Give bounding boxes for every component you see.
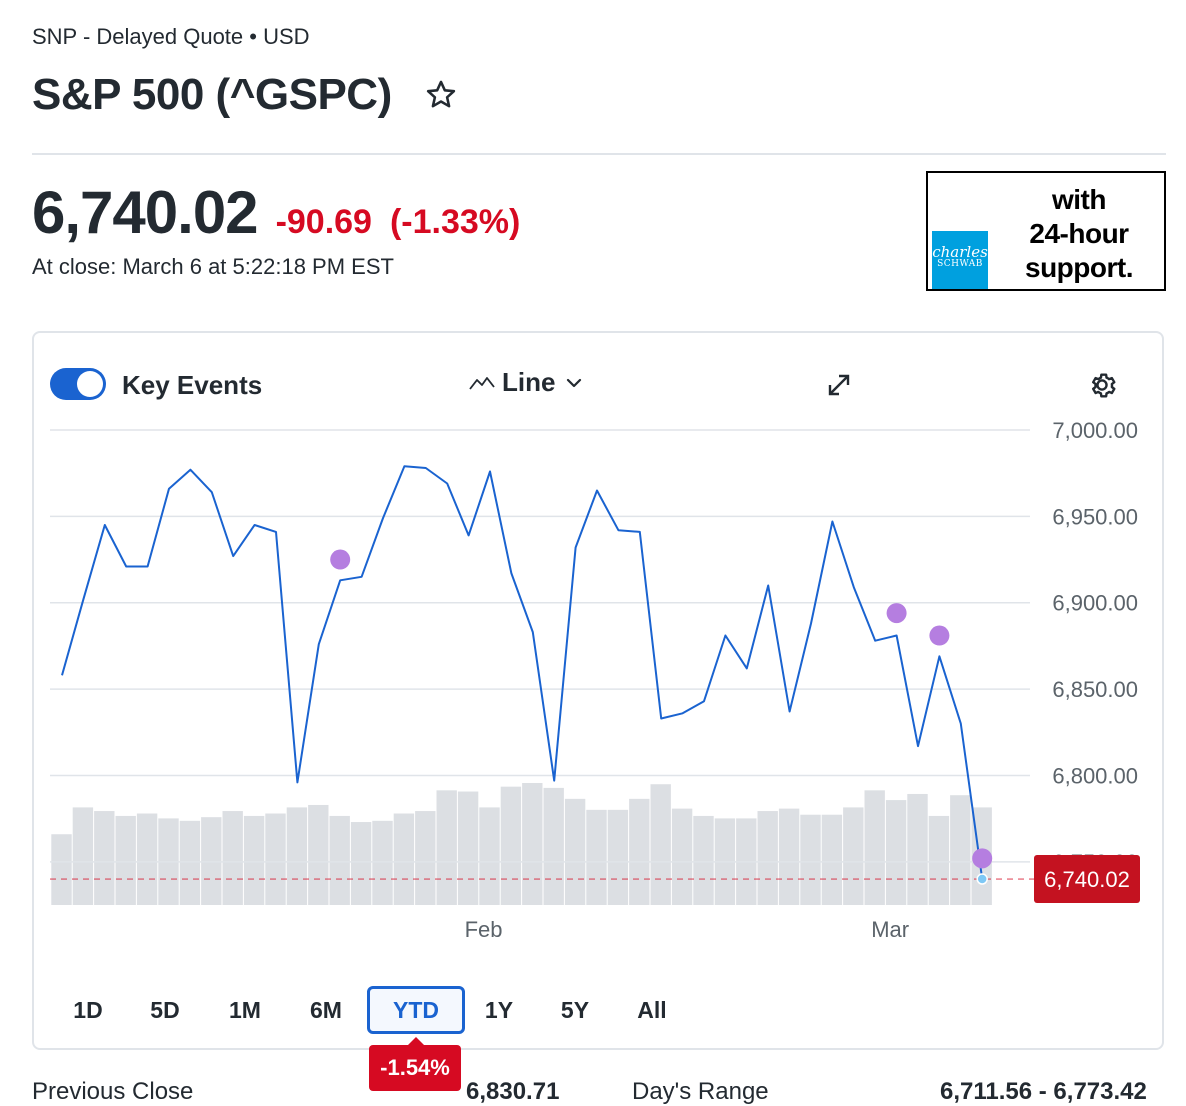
chart-card xyxy=(32,331,1164,1050)
key-event-marker xyxy=(929,625,950,646)
volume-bar xyxy=(671,808,693,905)
price-change: -90.69 xyxy=(275,203,372,241)
volume-bar xyxy=(864,790,885,905)
range-button-1m[interactable]: 1M xyxy=(229,996,261,1023)
y-tick-label: 6,850.00 xyxy=(1052,677,1138,702)
volume-bar xyxy=(415,811,436,905)
volume-bar xyxy=(500,786,522,905)
y-tick-label: 6,900.00 xyxy=(1052,591,1138,616)
previous-close-label: Previous Close xyxy=(32,1078,194,1105)
volume-bars xyxy=(51,783,992,905)
range-button-ytd[interactable]: YTD xyxy=(367,986,465,1034)
gear-icon[interactable] xyxy=(1086,369,1118,401)
chart-type-label: Line xyxy=(502,367,556,397)
volume-bar xyxy=(843,807,864,905)
volume-bar xyxy=(543,787,564,905)
volume-bar xyxy=(265,813,286,905)
range-button-5d[interactable]: 5D xyxy=(150,996,180,1023)
price-series-line xyxy=(61,465,984,880)
ytd-change-badge: -1.54% xyxy=(369,1037,461,1091)
volume-bar xyxy=(308,804,329,905)
exchange-info: SNP - Delayed Quote • USD xyxy=(32,24,310,49)
volume-bar xyxy=(650,784,671,905)
range-button-1d[interactable]: 1D xyxy=(73,996,103,1023)
axis-labels: 7,000.00 6,950.00 6,900.00 6,850.00 6,800.00… xyxy=(465,418,1140,942)
chart-type-selector[interactable]: Line xyxy=(468,367,583,398)
x-tick-label: Feb xyxy=(465,917,503,942)
volume-bar xyxy=(821,814,843,905)
volume-bar xyxy=(393,813,415,905)
price-change-percent: (-1.33%) xyxy=(389,203,521,241)
price-row: 6,740.02 -90.69 (-1.33%) xyxy=(32,178,520,247)
volume-bar xyxy=(778,808,800,905)
volume-bar xyxy=(564,798,586,905)
volume-bar xyxy=(286,807,308,905)
current-price-badge-text: 6,740.02 xyxy=(1044,867,1130,892)
volume-bar xyxy=(950,795,971,905)
volume-bar xyxy=(457,791,479,905)
toggle-knob xyxy=(77,371,103,397)
volume-bar xyxy=(629,798,650,905)
key-events-label: Key Events xyxy=(122,370,263,400)
star-icon[interactable] xyxy=(424,78,458,112)
line-chart-icon xyxy=(469,376,495,390)
volume-bar xyxy=(179,820,201,905)
close-timestamp: At close: March 6 at 5:22:18 PM EST xyxy=(32,254,394,279)
y-tick-label: 6,950.00 xyxy=(1052,504,1138,529)
volume-bar xyxy=(222,811,243,905)
range-button-all[interactable]: All xyxy=(637,996,667,1023)
volume-bar xyxy=(479,807,500,905)
key-events xyxy=(330,549,993,869)
volume-bar xyxy=(136,813,158,905)
last-price-point xyxy=(976,873,988,885)
volume-bar xyxy=(94,811,115,905)
volume-bar xyxy=(350,822,372,905)
volume-bar xyxy=(800,814,821,905)
volume-bar xyxy=(522,783,543,905)
schwab-logo: charles SCHWAB xyxy=(932,231,988,289)
volume-bar xyxy=(693,815,714,905)
volume-bar xyxy=(907,793,928,905)
volume-bar xyxy=(436,790,457,905)
ad-text: with 24-hour support. xyxy=(1025,184,1134,283)
volume-bar xyxy=(329,815,350,905)
volume-bar xyxy=(586,809,607,905)
y-tick-label: 6,800.00 xyxy=(1052,763,1138,788)
volume-bar xyxy=(72,807,94,905)
current-price: 6,740.02 xyxy=(32,179,259,246)
range-button-5y[interactable]: 5Y xyxy=(560,996,590,1023)
volume-bar xyxy=(372,820,393,905)
page-title: S&P 500 (^GSPC) xyxy=(32,70,392,119)
x-tick-label: Mar xyxy=(871,917,909,942)
key-event-marker xyxy=(972,848,993,869)
volume-bar xyxy=(243,815,265,905)
previous-close-value: 6,830.71 xyxy=(466,1078,560,1105)
chart-grid xyxy=(50,429,1034,880)
key-event-marker xyxy=(330,549,351,570)
y-tick-label: 7,000.00 xyxy=(1052,418,1138,443)
advertisement[interactable]: charles SCHWAB with 24-hour support. xyxy=(926,171,1166,291)
current-price-badge xyxy=(1034,855,1140,904)
expand-icon[interactable] xyxy=(824,370,854,400)
header-divider xyxy=(32,153,1166,155)
volume-bar xyxy=(757,811,778,905)
volume-bar xyxy=(607,809,629,905)
chevron-down-icon xyxy=(567,378,582,387)
key-event-marker xyxy=(886,603,907,624)
volume-bar xyxy=(51,834,72,905)
days-range-value: 6,711.56 - 6,773.42 xyxy=(940,1078,1147,1105)
volume-bar xyxy=(885,800,907,905)
range-button-6m[interactable]: 6M xyxy=(310,996,342,1023)
days-range-label: Day's Range xyxy=(632,1078,769,1105)
volume-bar xyxy=(115,815,136,905)
title-row: S&P 500 (^GSPC) xyxy=(32,70,458,120)
volume-bar xyxy=(928,815,950,905)
range-button-1y[interactable]: 1Y xyxy=(484,996,514,1023)
key-events-toggle[interactable] xyxy=(50,368,106,400)
price-line xyxy=(61,465,988,885)
